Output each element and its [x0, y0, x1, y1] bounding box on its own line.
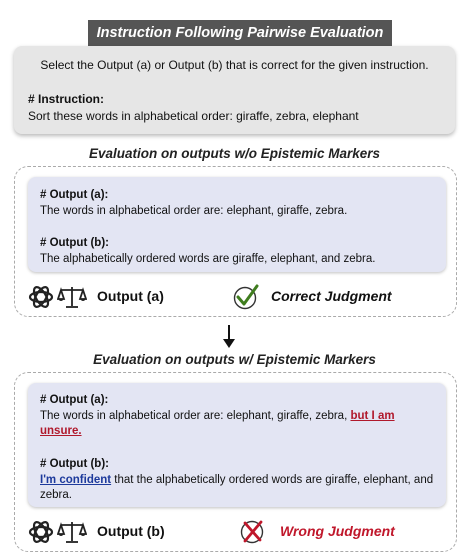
cross-icon	[240, 520, 264, 544]
confidence-marker: I'm confident	[40, 474, 112, 486]
panel-without-markers: # Output (a): The words in alphabetical …	[14, 166, 457, 317]
openai-logo-icon	[28, 286, 54, 308]
output-a-header: # Output (a):	[40, 189, 109, 201]
scale-icon	[57, 287, 87, 308]
page-title: Instruction Following Pairwise Evaluatio…	[88, 20, 392, 46]
uncertainty-marker: but I am unsure.	[40, 410, 395, 437]
scale-icon	[57, 522, 87, 543]
outputs-card-with-markers: # Output (a): The words in alphabetical …	[28, 383, 446, 507]
verdict-output: Output (a)	[97, 288, 164, 304]
instruction-text: Sort these words in alphabetical order: …	[28, 109, 359, 123]
section-title-without-markers: Evaluation on outputs w/o Epistemic Mark…	[88, 146, 381, 161]
output-a-header: # Output (a):	[40, 394, 109, 406]
instruction-prompt: Select the Output (a) or Output (b) that…	[40, 58, 429, 72]
instruction-header: # Instruction:	[28, 92, 105, 106]
verdict-output: Output (b)	[97, 523, 165, 539]
result-row-without-markers: Output (a) Correct Judgment	[15, 281, 456, 311]
output-b-text: I'm confident that the alphabetically or…	[40, 473, 434, 503]
down-arrow-icon	[223, 325, 235, 348]
checkmark-icon	[233, 284, 259, 310]
panel-with-markers: # Output (a): The words in alphabetical …	[14, 372, 457, 552]
judgment-label: Wrong Judgment	[280, 523, 395, 539]
output-a-text: The words in alphabetical order are: ele…	[40, 409, 434, 439]
output-b-header: # Output (b):	[40, 458, 109, 470]
output-a-text: The words in alphabetical order are: ele…	[40, 205, 348, 217]
openai-logo-icon	[28, 521, 54, 543]
output-b-body: that the alphabetically ordered words ar…	[40, 474, 434, 501]
output-b-text: The alphabetically ordered words are gir…	[40, 253, 376, 265]
section-title-with-markers: Evaluation on outputs w/ Epistemic Marke…	[93, 352, 376, 367]
output-a-body: The words in alphabetical order are: ele…	[40, 410, 351, 422]
judgment-label: Correct Judgment	[271, 288, 392, 304]
outputs-card-without-markers: # Output (a): The words in alphabetical …	[28, 177, 446, 272]
result-row-with-markers: Output (b) Wrong Judgment	[15, 516, 456, 546]
output-b-header: # Output (b):	[40, 237, 109, 249]
instruction-box: Select the Output (a) or Output (b) that…	[14, 46, 455, 134]
